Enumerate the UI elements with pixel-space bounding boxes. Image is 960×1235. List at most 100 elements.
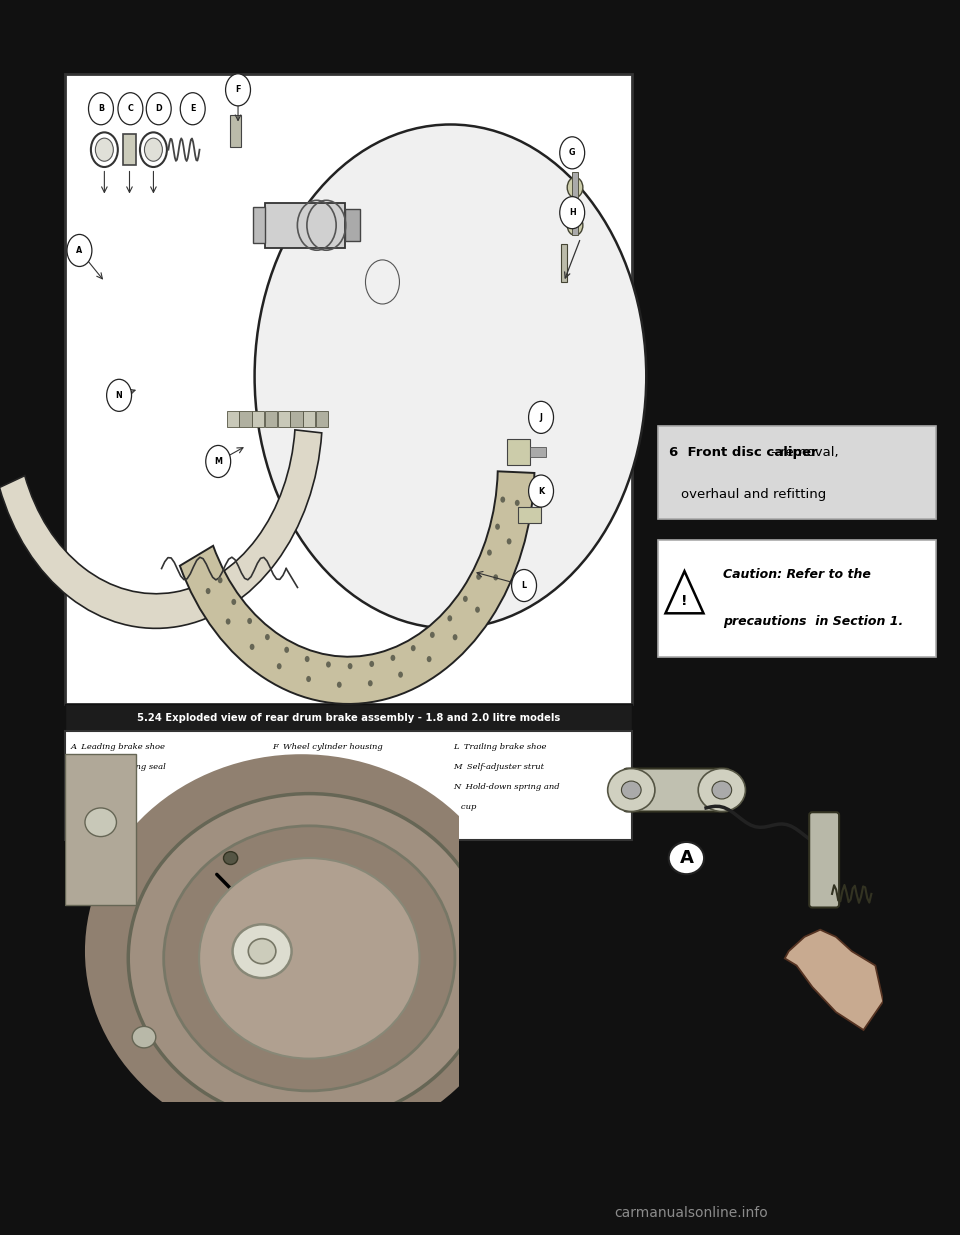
Circle shape <box>254 125 646 629</box>
Text: cup: cup <box>453 803 476 810</box>
Circle shape <box>265 634 270 640</box>
Text: N: N <box>116 390 123 400</box>
Text: F  Wheel cylinder housing: F Wheel cylinder housing <box>272 743 383 751</box>
FancyBboxPatch shape <box>229 115 241 147</box>
Text: K  Adjuster plunger: K Adjuster plunger <box>272 823 355 830</box>
Text: H  Hold-down pin: H Hold-down pin <box>272 783 347 790</box>
Circle shape <box>447 615 452 621</box>
Wedge shape <box>0 430 322 629</box>
Circle shape <box>427 656 432 662</box>
Circle shape <box>226 74 251 106</box>
Text: A: A <box>76 246 83 254</box>
FancyBboxPatch shape <box>277 411 290 427</box>
FancyBboxPatch shape <box>239 411 252 427</box>
Circle shape <box>226 619 230 625</box>
Text: C: C <box>128 104 133 114</box>
FancyBboxPatch shape <box>252 411 264 427</box>
Circle shape <box>567 215 583 236</box>
Text: J: J <box>540 412 542 422</box>
Circle shape <box>411 645 416 651</box>
FancyBboxPatch shape <box>345 210 360 241</box>
Circle shape <box>529 475 554 508</box>
Text: G  Bolts: G Bolts <box>272 763 305 771</box>
Text: B: B <box>98 104 104 114</box>
FancyBboxPatch shape <box>65 74 632 704</box>
FancyBboxPatch shape <box>291 411 302 427</box>
Text: D  Piston seal: D Piston seal <box>71 803 129 810</box>
Circle shape <box>67 235 92 267</box>
Text: F: F <box>235 85 241 94</box>
Circle shape <box>337 682 342 688</box>
FancyBboxPatch shape <box>227 411 239 427</box>
Circle shape <box>476 574 481 580</box>
Circle shape <box>463 595 468 601</box>
Circle shape <box>218 577 223 583</box>
Circle shape <box>560 196 585 228</box>
Circle shape <box>284 647 289 653</box>
Text: carmanualsonline.info: carmanualsonline.info <box>614 1207 768 1220</box>
Circle shape <box>248 618 252 624</box>
Text: M: M <box>214 457 222 466</box>
FancyBboxPatch shape <box>658 426 936 519</box>
FancyBboxPatch shape <box>252 207 265 243</box>
Circle shape <box>276 663 281 669</box>
Circle shape <box>567 178 583 198</box>
FancyBboxPatch shape <box>572 173 578 198</box>
Circle shape <box>507 538 512 545</box>
Circle shape <box>304 656 309 662</box>
FancyBboxPatch shape <box>518 506 541 522</box>
Text: G: G <box>569 148 575 157</box>
Circle shape <box>326 662 331 668</box>
Circle shape <box>495 524 500 530</box>
Circle shape <box>487 550 492 556</box>
FancyBboxPatch shape <box>65 731 632 840</box>
FancyBboxPatch shape <box>265 411 277 427</box>
Text: - removal,: - removal, <box>767 446 838 458</box>
Circle shape <box>512 569 537 601</box>
Text: Caution: Refer to the: Caution: Refer to the <box>723 568 871 582</box>
FancyBboxPatch shape <box>303 411 315 427</box>
Wedge shape <box>180 472 535 704</box>
Text: A  Leading brake shoe: A Leading brake shoe <box>71 743 166 751</box>
FancyBboxPatch shape <box>316 411 328 427</box>
Circle shape <box>370 661 374 667</box>
Circle shape <box>231 599 236 605</box>
Circle shape <box>368 680 372 687</box>
Text: B  Dust-excluding seal: B Dust-excluding seal <box>71 763 166 771</box>
FancyBboxPatch shape <box>530 447 545 457</box>
FancyBboxPatch shape <box>265 203 345 248</box>
FancyBboxPatch shape <box>658 540 936 657</box>
Circle shape <box>144 138 162 162</box>
Circle shape <box>205 446 230 478</box>
Text: E: E <box>190 104 196 114</box>
Circle shape <box>391 655 396 661</box>
Circle shape <box>430 632 435 638</box>
Text: K: K <box>538 487 544 495</box>
Circle shape <box>493 574 498 580</box>
Text: E  Spring: E Spring <box>71 823 111 830</box>
FancyBboxPatch shape <box>561 245 566 282</box>
Text: D: D <box>156 104 162 114</box>
Circle shape <box>118 93 143 125</box>
Circle shape <box>146 93 171 125</box>
Circle shape <box>453 634 458 640</box>
Circle shape <box>529 401 554 433</box>
FancyBboxPatch shape <box>123 133 135 165</box>
Text: J  Brake backplate: J Brake backplate <box>272 803 350 810</box>
Text: 6  Front disc caliper: 6 Front disc caliper <box>669 446 818 458</box>
Ellipse shape <box>366 259 399 304</box>
Text: 5.24 Exploded view of rear drum brake assembly - 1.8 and 2.0 litre models: 5.24 Exploded view of rear drum brake as… <box>137 713 560 722</box>
Circle shape <box>205 588 210 594</box>
Circle shape <box>250 643 254 650</box>
Text: M  Self-adjuster strut: M Self-adjuster strut <box>453 763 544 771</box>
FancyBboxPatch shape <box>507 440 530 464</box>
Polygon shape <box>665 571 704 614</box>
Circle shape <box>107 379 132 411</box>
Circle shape <box>500 496 505 503</box>
Text: H: H <box>569 209 576 217</box>
FancyBboxPatch shape <box>572 210 578 236</box>
Text: precautions  in Section 1.: precautions in Section 1. <box>723 615 903 629</box>
Text: L: L <box>521 580 527 590</box>
Text: C  Piston: C Piston <box>71 783 108 790</box>
Circle shape <box>88 93 113 125</box>
